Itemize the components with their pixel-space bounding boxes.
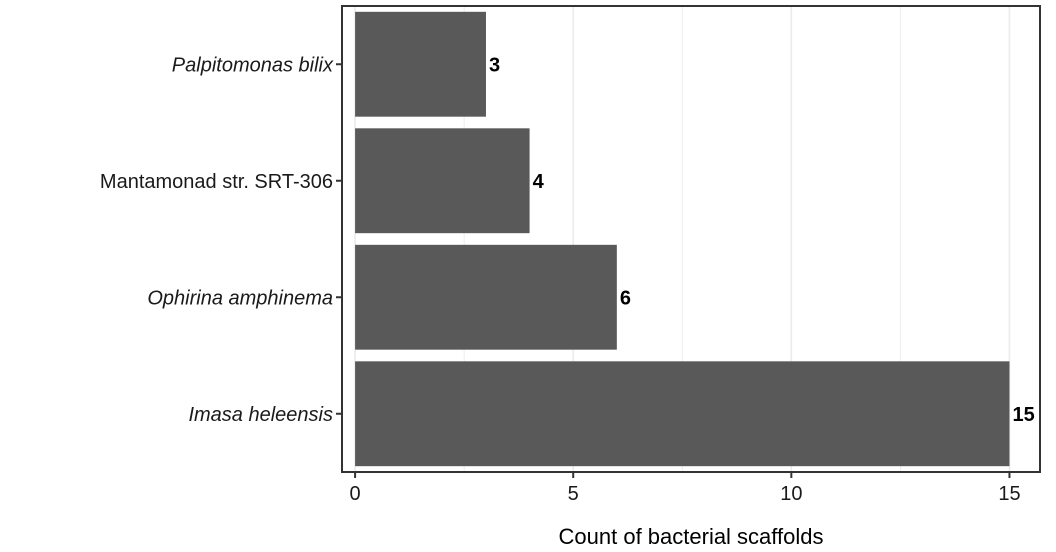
data-labels: 3 4 6 15 [489, 54, 1035, 426]
x-axis-title: Count of bacterial scaffolds [559, 524, 824, 549]
x-tick-label: 5 [568, 483, 579, 505]
data-label: 3 [489, 54, 500, 76]
plot-panel-border [341, 5, 1041, 473]
x-tick-label: 10 [780, 483, 802, 505]
bars [355, 11, 1010, 467]
y-axis: Palpitomonas bilix Mantamonad str. SRT-30… [100, 54, 342, 426]
bar [355, 244, 617, 350]
bar [355, 11, 486, 117]
y-tick-label: Imasa heleensis [188, 404, 333, 426]
y-tick-label: Ophirina amphinema [147, 287, 333, 309]
bar [355, 361, 1010, 467]
x-tick-label: 0 [350, 483, 361, 505]
bar [355, 128, 530, 234]
x-axis: 0 5 10 15 [350, 472, 1021, 505]
y-tick-label: Mantamonad str. SRT-306 [100, 171, 333, 193]
x-tick-label: 15 [998, 483, 1020, 505]
y-tick-label: Palpitomonas bilix [172, 54, 334, 76]
data-label: 15 [1012, 404, 1034, 426]
data-label: 6 [620, 287, 631, 309]
data-label: 4 [533, 171, 545, 193]
